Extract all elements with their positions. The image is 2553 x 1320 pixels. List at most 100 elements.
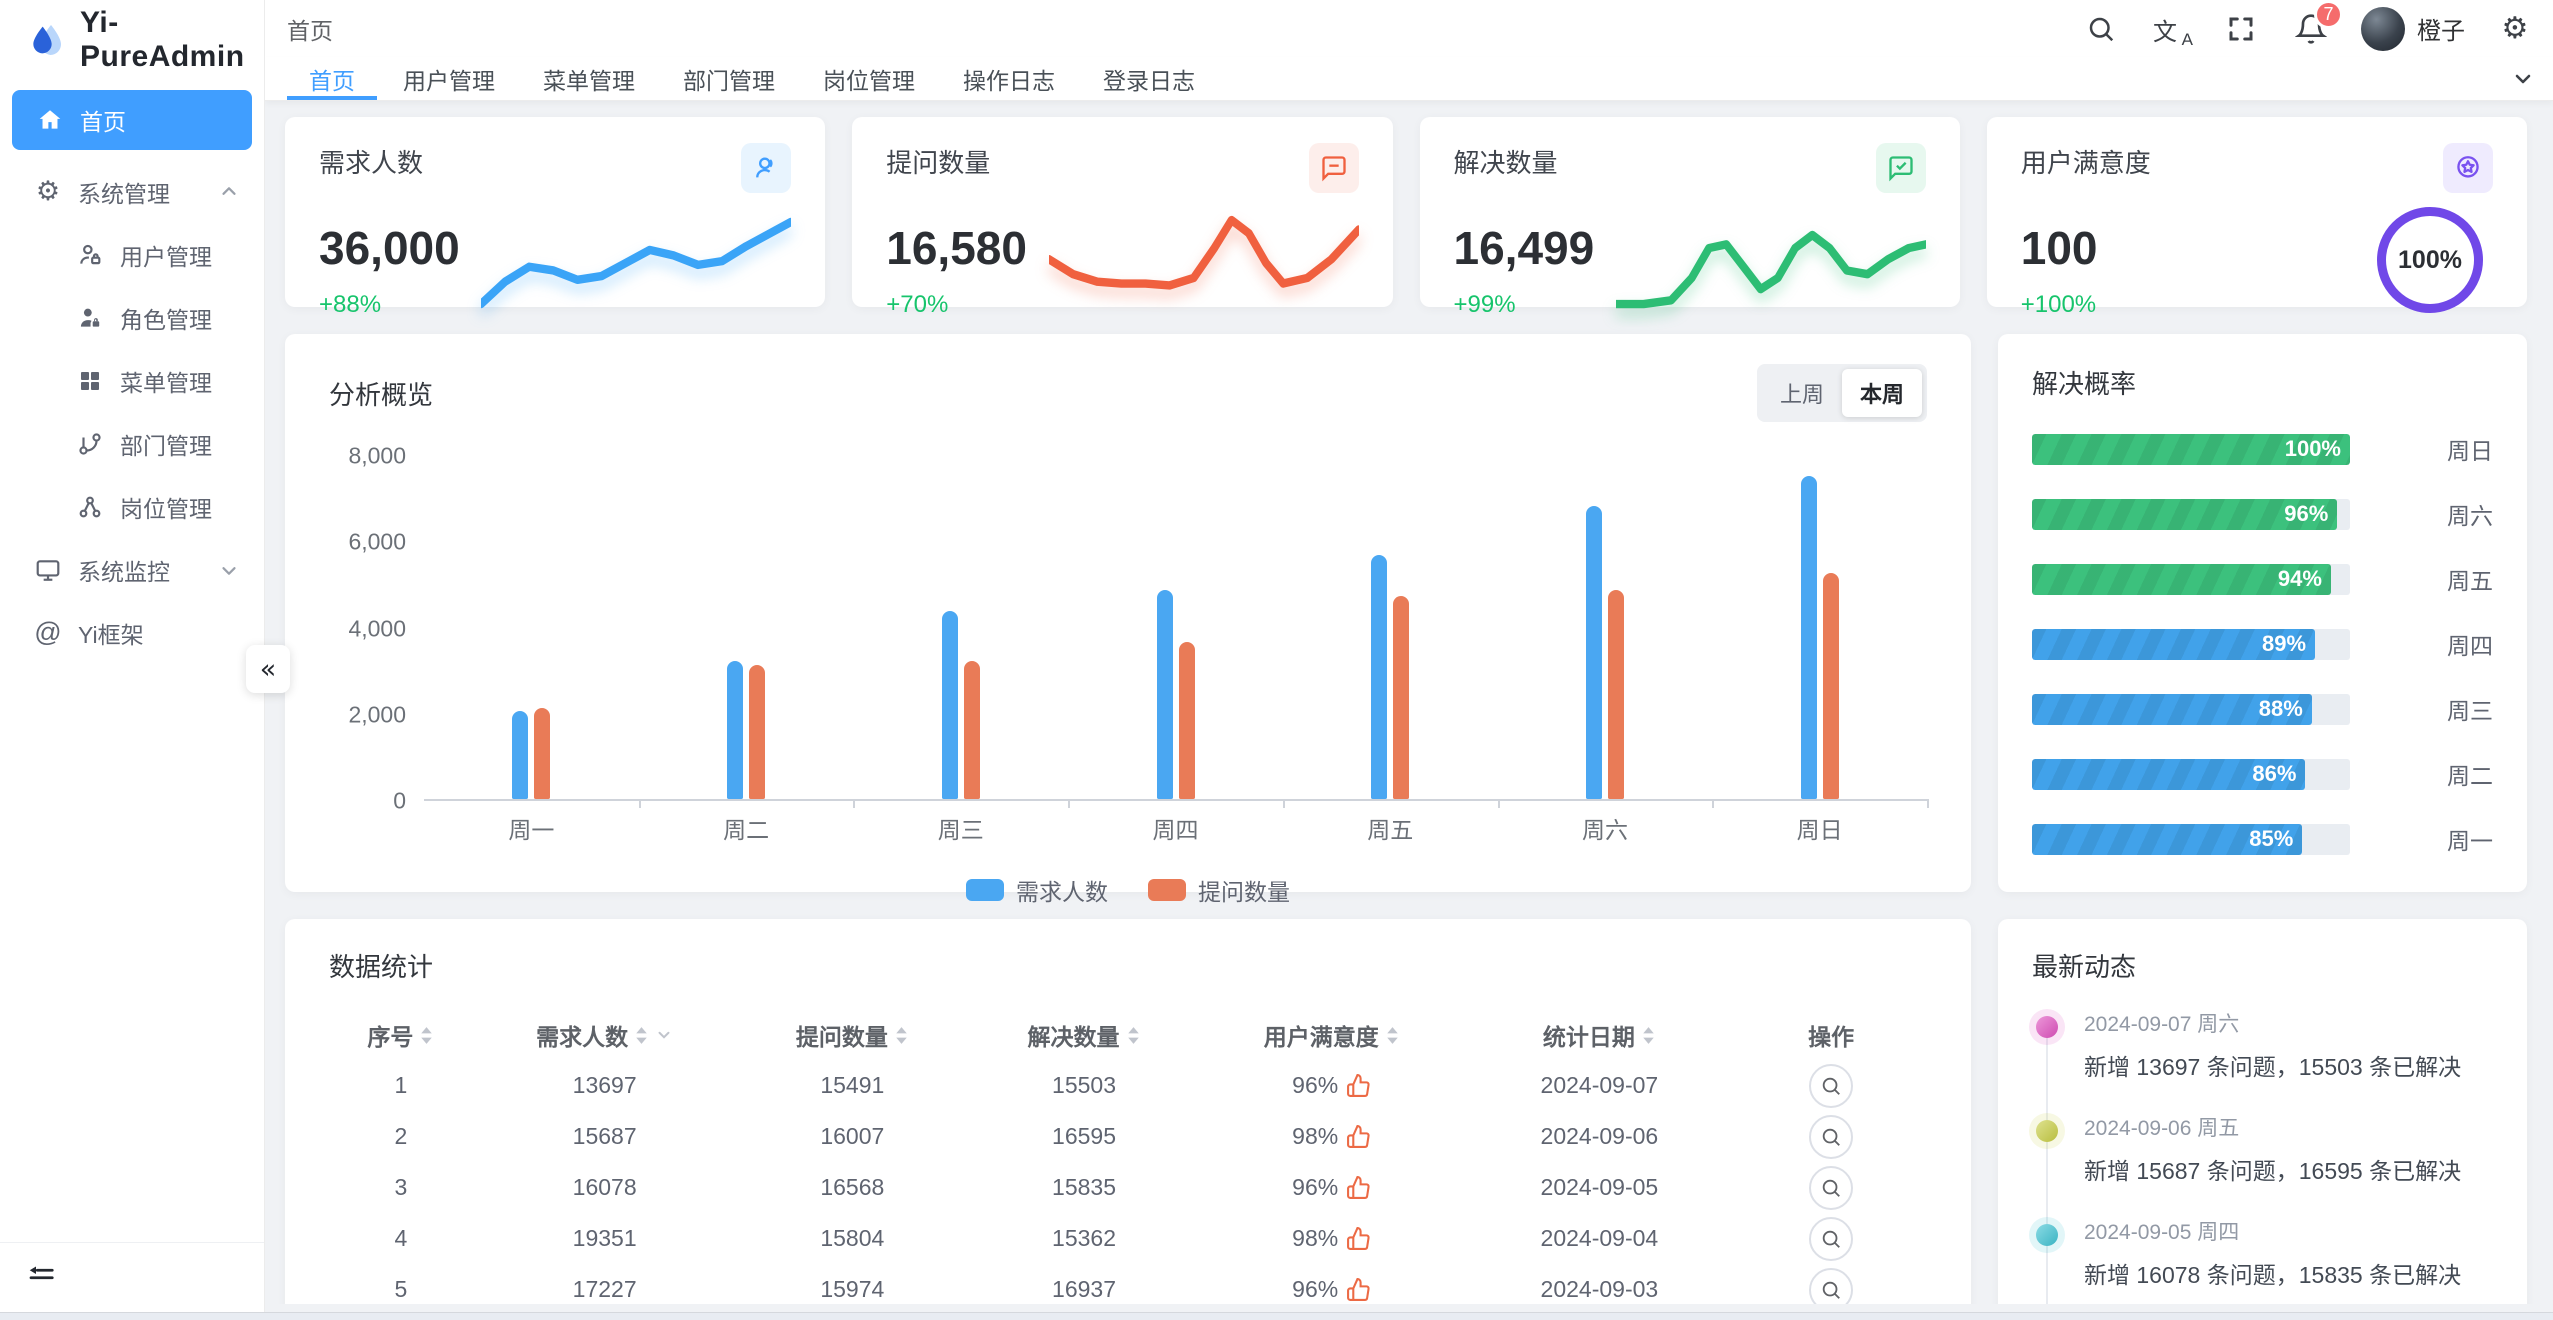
table-cell: 96% bbox=[1200, 1072, 1464, 1099]
timeline-text: 新增 13697 条问题，15503 条已解决 bbox=[2084, 1054, 2462, 1080]
overview-bar-chart: 8,000 6,000 4,000 2,000 0 bbox=[329, 443, 1929, 814]
message-check-icon bbox=[1875, 143, 1926, 193]
sidebar-item-department-management[interactable]: 部门管理 bbox=[0, 412, 264, 475]
sort-icon[interactable] bbox=[1126, 1025, 1141, 1046]
search-icon[interactable] bbox=[2081, 9, 2121, 49]
sidebar-item-system-monitor[interactable]: 系统监控 bbox=[0, 538, 264, 601]
chart-legend: 需求人数 提问数量 bbox=[329, 873, 1927, 907]
sort-icon[interactable] bbox=[894, 1025, 909, 1046]
section-title-solve-rate: 解决概率 bbox=[2032, 369, 2137, 399]
app-logo[interactable]: Yi-PureAdmin bbox=[0, 0, 264, 80]
table-cell: 4 bbox=[394, 1225, 408, 1251]
sidebar-item-user-management[interactable]: 用户管理 bbox=[0, 223, 264, 286]
analysis-overview-card: 分析概览 上周 本周 8,000 6,000 4,000 2,000 0 周一 周二 周三周… bbox=[285, 334, 1971, 905]
chart-y-axis: 8,000 6,000 4,000 2,000 0 bbox=[329, 443, 424, 814]
table-cell: 2024-09-04 bbox=[1540, 1225, 1659, 1251]
username: 橙子 bbox=[2417, 18, 2465, 45]
table-cell bbox=[1735, 1063, 1927, 1108]
user-icon bbox=[741, 143, 792, 193]
section-title-analysis: 分析概览 bbox=[329, 379, 434, 410]
x-tick-label: 周日 bbox=[1796, 817, 1843, 843]
bell-icon[interactable]: 7 bbox=[2291, 0, 2343, 49]
table-header: 序号 需求人数 提问数量 解决数量 用户满意度 统计日期 操作 bbox=[329, 1010, 1927, 1060]
table-cell: 96% bbox=[1200, 1276, 1464, 1303]
tab-options-chevron-icon[interactable] bbox=[2493, 57, 2553, 100]
stat-cards-row: 需求人数 36,000 +88% bbox=[285, 117, 2527, 318]
breadcrumb[interactable]: 首页 bbox=[287, 17, 333, 44]
table-column-header-统计日期[interactable]: 统计日期 bbox=[1464, 1018, 1736, 1052]
bar-需求人数-周一 bbox=[512, 711, 529, 799]
window-bottom-scrollbar[interactable] bbox=[0, 1312, 2553, 1320]
progress-fill: 89% bbox=[2032, 628, 2315, 660]
sidebar-item-menu-management[interactable]: 菜单管理 bbox=[0, 349, 264, 412]
solved-sparkline bbox=[1615, 230, 1926, 309]
tab-post-management[interactable]: 岗位管理 bbox=[823, 67, 915, 94]
row-view-button[interactable] bbox=[1809, 1165, 1854, 1210]
timeline-dot bbox=[2036, 1120, 2058, 1142]
sidebar-item-label: 系统监控 bbox=[78, 558, 170, 585]
solve-rate-day-label: 周五 bbox=[2447, 568, 2493, 594]
user-menu[interactable]: 橙子 bbox=[2361, 6, 2465, 51]
sort-icon[interactable] bbox=[634, 1025, 649, 1046]
star-badge-icon bbox=[2443, 143, 2493, 193]
activity-timeline: 2024-09-07 周六 新增 13697 条问题，15503 条已解决 2024… bbox=[2032, 1008, 2493, 1304]
monitor-icon bbox=[34, 556, 62, 584]
progress-track: 86% bbox=[2032, 758, 2350, 790]
gear-icon: ⚙ bbox=[35, 176, 61, 207]
row-view-button[interactable] bbox=[1809, 1267, 1854, 1304]
sidebar-item-yi-framework[interactable]: @ Yi框架 bbox=[0, 601, 264, 664]
table-column-header-序号[interactable]: 序号 bbox=[329, 1018, 473, 1052]
legend-item-提问数量[interactable]: 提问数量 bbox=[1148, 873, 1290, 907]
filter-chevron-icon[interactable] bbox=[655, 1026, 673, 1044]
tab-home[interactable]: 首页 bbox=[287, 57, 377, 100]
y-tick-label: 2,000 bbox=[348, 701, 406, 728]
tab-user-management[interactable]: 用户管理 bbox=[403, 67, 495, 94]
table-cell: 2024-09-07 bbox=[1540, 1072, 1659, 1098]
thumbs-up-icon bbox=[1346, 1277, 1371, 1302]
solve-rate-row-周日: 100% 周日 bbox=[2032, 432, 2493, 466]
fullscreen-icon[interactable] bbox=[2221, 9, 2261, 49]
stat-card-delta: +99% bbox=[1453, 291, 1516, 318]
row-view-button[interactable] bbox=[1809, 1114, 1854, 1159]
tab-operation-log[interactable]: 操作日志 bbox=[963, 67, 1055, 94]
sort-icon[interactable] bbox=[1385, 1025, 1400, 1046]
table-column-header-需求人数[interactable]: 需求人数 bbox=[473, 1018, 737, 1052]
sidebar-item-label: 岗位管理 bbox=[120, 495, 212, 522]
progress-fill: 85% bbox=[2032, 823, 2302, 855]
toggle-this-week[interactable]: 本周 bbox=[1841, 369, 1922, 417]
tab-department-management[interactable]: 部门管理 bbox=[683, 67, 775, 94]
toggle-last-week[interactable]: 上周 bbox=[1779, 382, 1824, 407]
settings-gear-icon[interactable]: ⚙ bbox=[2501, 10, 2529, 46]
sidebar-collapse-button[interactable]: « bbox=[246, 645, 290, 693]
chart-category-slot bbox=[1498, 456, 1713, 799]
table-cell: 16937 bbox=[1052, 1276, 1116, 1302]
table-cell: 16568 bbox=[820, 1174, 885, 1200]
collapse-sidebar-icon[interactable] bbox=[26, 1259, 56, 1289]
legend-item-需求人数[interactable]: 需求人数 bbox=[966, 873, 1108, 907]
bar-需求人数-周三 bbox=[941, 611, 958, 799]
sidebar-item-system-management[interactable]: ⚙ 系统管理 bbox=[0, 160, 264, 223]
sidebar-item-post-management[interactable]: 岗位管理 bbox=[0, 475, 264, 538]
row-view-button[interactable] bbox=[1809, 1216, 1854, 1261]
sidebar-item-home[interactable]: 首页 bbox=[12, 90, 252, 150]
row-view-button[interactable] bbox=[1809, 1063, 1854, 1108]
sort-icon[interactable] bbox=[419, 1025, 434, 1046]
sort-icon[interactable] bbox=[1641, 1025, 1656, 1046]
progress-fill: 88% bbox=[2032, 693, 2312, 725]
tab-menu-management[interactable]: 菜单管理 bbox=[543, 67, 635, 94]
table-column-header-解决数量[interactable]: 解决数量 bbox=[968, 1018, 1200, 1052]
timeline-text: 新增 16078 条问题，15835 条已解决 bbox=[2084, 1262, 2462, 1288]
tab-login-log[interactable]: 登录日志 bbox=[1103, 67, 1195, 94]
bottom-row: 数据统计 序号 需求人数 提问数量 解决数量 用户满意度 统计日期 操作 1 13697 154… bbox=[285, 919, 2527, 1304]
table-cell: 15687 bbox=[572, 1123, 637, 1149]
solve-rate-row-周二: 86% 周二 bbox=[2032, 757, 2493, 791]
table-column-header-用户满意度[interactable]: 用户满意度 bbox=[1200, 1018, 1464, 1052]
system-management-submenu: 用户管理 角色管理 菜单管理 bbox=[0, 223, 264, 538]
bar-需求人数-周二 bbox=[727, 661, 744, 799]
sidebar-item-role-management[interactable]: 角色管理 bbox=[0, 286, 264, 349]
x-tick-label: 周六 bbox=[1581, 817, 1628, 843]
table-column-header-提问数量[interactable]: 提问数量 bbox=[736, 1018, 968, 1052]
timeline-item: 2024-09-06 周五 新增 15687 条问题，16595 条已解决 bbox=[2036, 1112, 2493, 1224]
